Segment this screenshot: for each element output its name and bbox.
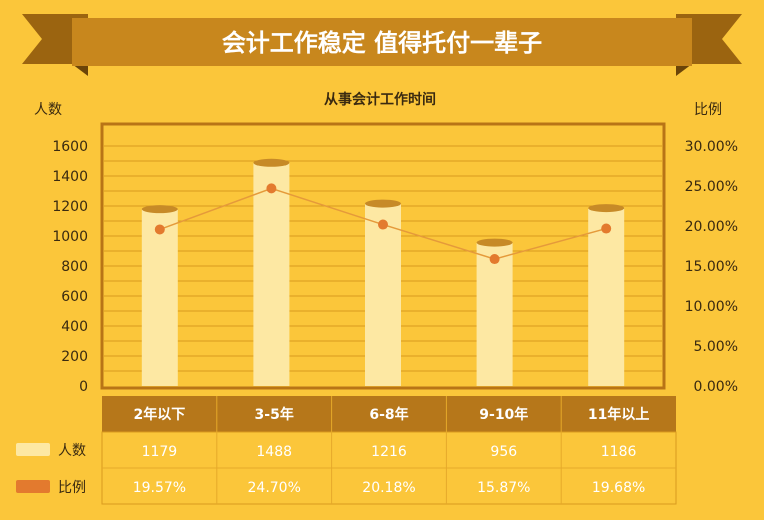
line-marker xyxy=(601,223,612,234)
bar xyxy=(253,162,290,386)
bar xyxy=(476,242,513,386)
line-marker xyxy=(378,219,388,230)
data-table: 人数 比例 2年以下 1179 19.57% 3-5年 1488 24.70% 6-8年 12… xyxy=(16,396,677,505)
category-label: 9-10年 xyxy=(479,406,528,423)
line-marker xyxy=(266,183,277,194)
legend-key-bars xyxy=(16,443,50,456)
y2-tick-label: 20.00% xyxy=(685,219,738,235)
bar-cap xyxy=(476,238,513,247)
category-label: 3-5年 xyxy=(255,406,294,423)
ratio-label: 19.57% xyxy=(133,480,186,496)
bar xyxy=(588,208,625,386)
y2-axis-title: 比例 xyxy=(694,102,722,118)
y2-tick-label: 10.00% xyxy=(685,299,738,315)
y-axis-ticks: 0 200 400 600 800 1000 1200 1400 1600 xyxy=(52,139,88,395)
title-banner: 会计工作稳定 值得托付一辈子 xyxy=(22,14,742,76)
ribbon-fold-left xyxy=(72,64,88,76)
y2-axis-ticks: 0.00% 5.00% 10.00% 15.00% 20.00% 25.00% 30.00% xyxy=(685,139,738,395)
y2-tick-label: 25.00% xyxy=(685,179,738,195)
ratio-label: 20.18% xyxy=(362,480,415,496)
legend-label-line: 比例 xyxy=(58,480,86,496)
legend-label-bars: 人数 xyxy=(58,443,86,459)
y2-tick-label: 15.00% xyxy=(685,259,738,275)
y-tick-label: 1000 xyxy=(52,229,88,245)
bar xyxy=(141,209,178,386)
y2-tick-label: 30.00% xyxy=(685,139,738,155)
page-title: 会计工作稳定 值得托付一辈子 xyxy=(222,29,542,57)
ribbon-fold-right xyxy=(676,64,692,76)
count-label: 1179 xyxy=(142,444,178,460)
ribbon-tail-left xyxy=(22,14,88,64)
line-marker xyxy=(154,224,165,235)
ratio-label: 19.68% xyxy=(592,480,645,496)
bar-cap xyxy=(365,199,401,208)
y-tick-label: 1400 xyxy=(52,169,88,185)
count-label: 956 xyxy=(490,444,517,460)
table-header-row xyxy=(102,396,676,432)
ribbon-body xyxy=(72,18,692,66)
ribbon-tail-right xyxy=(676,14,742,64)
line-marker xyxy=(489,254,500,265)
y-tick-label: 800 xyxy=(61,259,88,275)
y-tick-label: 1200 xyxy=(52,199,88,215)
y-tick-label: 600 xyxy=(61,289,88,305)
ratio-label: 15.87% xyxy=(477,480,530,496)
y-tick-label: 200 xyxy=(61,349,88,365)
category-label: 2年以下 xyxy=(134,406,186,423)
bar-cap xyxy=(141,205,178,214)
bar-cap xyxy=(588,204,625,213)
y-tick-label: 400 xyxy=(61,319,88,335)
y-axis-title: 人数 xyxy=(34,102,62,118)
y-tick-label: 1600 xyxy=(52,139,88,155)
ratio-label: 24.70% xyxy=(248,480,301,496)
bar-series xyxy=(141,158,625,386)
category-label: 6-8年 xyxy=(369,406,408,423)
category-label: 11年以上 xyxy=(588,406,649,423)
legend-key-line xyxy=(16,480,50,493)
count-label: 1488 xyxy=(256,444,292,460)
line-series xyxy=(154,183,612,265)
y2-tick-label: 5.00% xyxy=(694,339,738,355)
chart-title: 从事会计工作时间 xyxy=(324,91,436,108)
y2-tick-label: 0.00% xyxy=(694,379,738,395)
bar xyxy=(365,203,401,386)
plot-frame xyxy=(100,122,666,390)
count-label: 1216 xyxy=(371,444,407,460)
bar-cap xyxy=(253,158,290,167)
y-tick-label: 0 xyxy=(79,379,88,395)
count-label: 1186 xyxy=(601,444,637,460)
